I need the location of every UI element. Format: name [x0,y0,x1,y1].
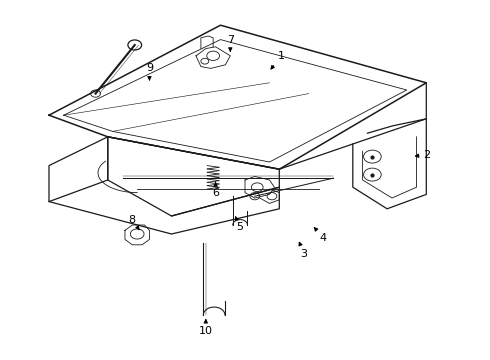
Text: 7: 7 [227,35,234,51]
Text: 10: 10 [199,320,213,336]
Text: 3: 3 [299,242,307,259]
Text: 8: 8 [129,215,139,230]
Text: 4: 4 [314,228,327,243]
Text: 6: 6 [212,182,219,198]
Text: 2: 2 [416,150,430,160]
Text: 9: 9 [146,63,153,80]
Text: 5: 5 [235,216,244,232]
Text: 1: 1 [271,51,285,69]
